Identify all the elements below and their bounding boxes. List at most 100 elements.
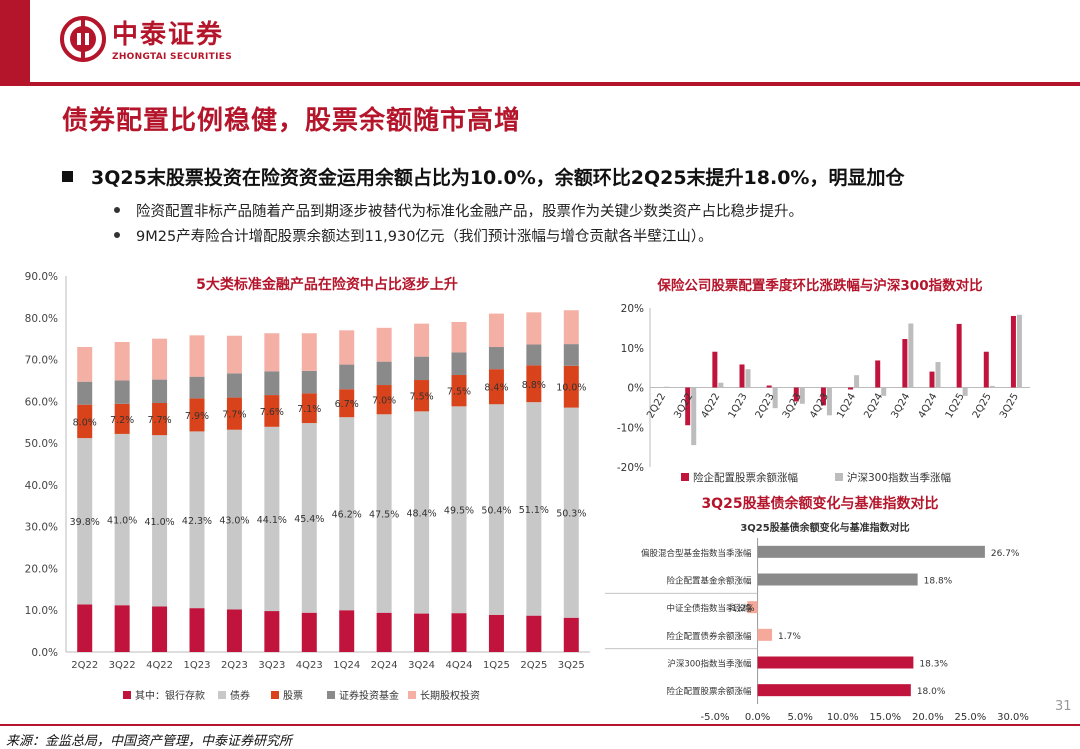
bond-value-label: 49.5% [444, 506, 474, 517]
x-tick-label: 1Q23 [184, 660, 211, 671]
index-change-bar [826, 387, 832, 416]
bond-value-label: 50.3% [556, 509, 586, 520]
fund-segment [451, 352, 467, 376]
stock-segment [301, 393, 317, 424]
bond-value-label: 51.1% [519, 505, 549, 516]
fund-segment [77, 381, 93, 405]
x-tick-label: 3Q25 [998, 392, 1021, 421]
y-tick-label: 20.0% [25, 563, 58, 575]
stock-change-bar [902, 339, 908, 388]
header-divider [0, 82, 1080, 86]
stock-segment [152, 403, 168, 436]
square-bullet-icon [62, 171, 73, 182]
chart2-title: 保险公司股票配置季度环比涨跌幅与沪深300指数对比 [656, 277, 982, 294]
x-tick-label: 1Q24 [333, 660, 360, 671]
legend-label: 证券投资基金 [339, 689, 399, 702]
deposit-segment [376, 612, 392, 652]
equity-segment [451, 321, 467, 353]
x-tick-label: 4Q22 [699, 392, 722, 421]
stock-change-bar [929, 371, 935, 388]
category-label: 险企配置基金余额涨幅 [667, 576, 753, 587]
index-change-bar [799, 387, 805, 404]
stock-value-label: 7.7% [222, 410, 246, 421]
bond-value-label: 43.0% [219, 516, 249, 527]
y-tick-label: 90.0% [25, 271, 58, 283]
deposit-segment [152, 606, 168, 652]
stock-change-bar [956, 323, 962, 388]
brand-name-en: ZHONGTAI SECURITIES [112, 52, 232, 62]
stock-change-bar [685, 387, 691, 426]
category-label: 中证全债指数当季涨幅 [667, 603, 753, 614]
footer-divider [0, 724, 1080, 726]
horizontal-bar-chart: 3Q25股基债余额变化与基准指数对比 3Q25股基债余额变化与基准指数对比 -5… [605, 495, 1029, 723]
stock-value-label: 8.4% [484, 383, 508, 394]
sub-bullet-text: 9M25产寿险合计增配股票余额达到11,930亿元（我们预计涨幅与增仓贡献各半壁… [136, 229, 713, 245]
x-tick-label: 1Q25 [483, 660, 510, 671]
stock-value-label: 7.5% [447, 387, 471, 398]
index-change-bar [962, 387, 968, 396]
bond-segment [526, 402, 542, 616]
x-tick-label: 4Q22 [146, 660, 173, 671]
bond-segment [77, 438, 93, 605]
stock-segment [339, 389, 355, 418]
chart1-title: 5大类标准金融产品在险资中占比逐步上升 [196, 276, 458, 293]
bond-segment [114, 433, 130, 606]
header-bar [0, 0, 1080, 82]
index-change-bar [664, 386, 670, 388]
deposit-segment [563, 617, 579, 652]
horizontal-bar [757, 684, 911, 697]
x-tick-label: 3Q23 [781, 392, 804, 421]
stock-value-label: 7.1% [297, 404, 321, 415]
stock-value-label: 6.7% [335, 399, 359, 410]
bar-value-label: 18.3% [919, 660, 948, 670]
legend-label: 其中：银行存款 [135, 689, 205, 702]
bond-value-label: 45.4% [294, 514, 324, 525]
stock-change-bar [793, 387, 799, 402]
index-change-bar [908, 323, 914, 388]
y-tick-label: 20% [621, 303, 644, 315]
bar-value-label: -1.2% [728, 604, 755, 614]
x-tick-label: 25.0% [955, 712, 987, 723]
y-tick-label: 70.0% [25, 355, 58, 367]
y-tick-label: 10% [621, 343, 644, 355]
dot-bullet-icon [114, 232, 120, 238]
main-bullet: 3Q25末股票投资在险资资金运用余额占比为10.0%，余额环比2Q25末提升18… [62, 163, 904, 190]
quarterly-change-chart: 保险公司股票配置季度环比涨跌幅与沪深300指数对比 -20% -10% 0% 10% 2… [617, 277, 1030, 484]
x-tick-label: 3Q23 [258, 660, 285, 671]
index-change-bar [989, 385, 995, 388]
bond-value-label: 41.0% [107, 516, 137, 527]
horizontal-bar [757, 573, 918, 586]
deposit-segment [301, 612, 317, 652]
x-tick-label: 20.0% [912, 712, 944, 723]
deposit-segment [264, 611, 280, 652]
bar-value-label: 1.7% [778, 632, 801, 642]
equity-segment [526, 312, 542, 345]
legend-label: 债券 [230, 689, 250, 702]
equity-segment [226, 335, 242, 374]
stock-value-label: 8.0% [73, 417, 97, 428]
bond-segment [189, 431, 205, 609]
legend-swatch [218, 691, 226, 699]
sub-bullet-text: 险资配置非标产品随着产品到期逐步被替代为标准化金融产品，股票作为关键少数类资产占… [136, 204, 803, 220]
x-tick-label: 2Q22 [71, 660, 98, 671]
y-tick-label: 30.0% [25, 522, 58, 534]
main-bullet-text: 3Q25末股票投资在险资资金运用余额占比为10.0%，余额环比2Q25末提升18… [91, 167, 905, 189]
stock-value-label: 7.9% [185, 411, 209, 422]
deposit-segment [77, 604, 93, 652]
stock-segment [226, 397, 242, 430]
index-change-bar [935, 362, 941, 388]
index-change-bar [718, 382, 724, 388]
bond-value-label: 50.4% [481, 506, 511, 517]
horizontal-bar [757, 656, 914, 669]
chart3-subtitle: 3Q25股基债余额变化与基准指数对比 [740, 521, 909, 534]
x-tick-label: 2Q24 [862, 392, 885, 421]
index-change-bar [772, 387, 778, 409]
equity-segment [339, 330, 355, 365]
equity-segment [264, 333, 280, 372]
legend-swatch [327, 691, 335, 699]
brand-name-cn: 中泰证券 [112, 20, 225, 50]
fund-segment [414, 356, 430, 381]
bond-value-label: 44.1% [257, 515, 287, 526]
horizontal-bar [747, 601, 758, 614]
category-label: 险企配置股票余额涨幅 [667, 686, 753, 697]
